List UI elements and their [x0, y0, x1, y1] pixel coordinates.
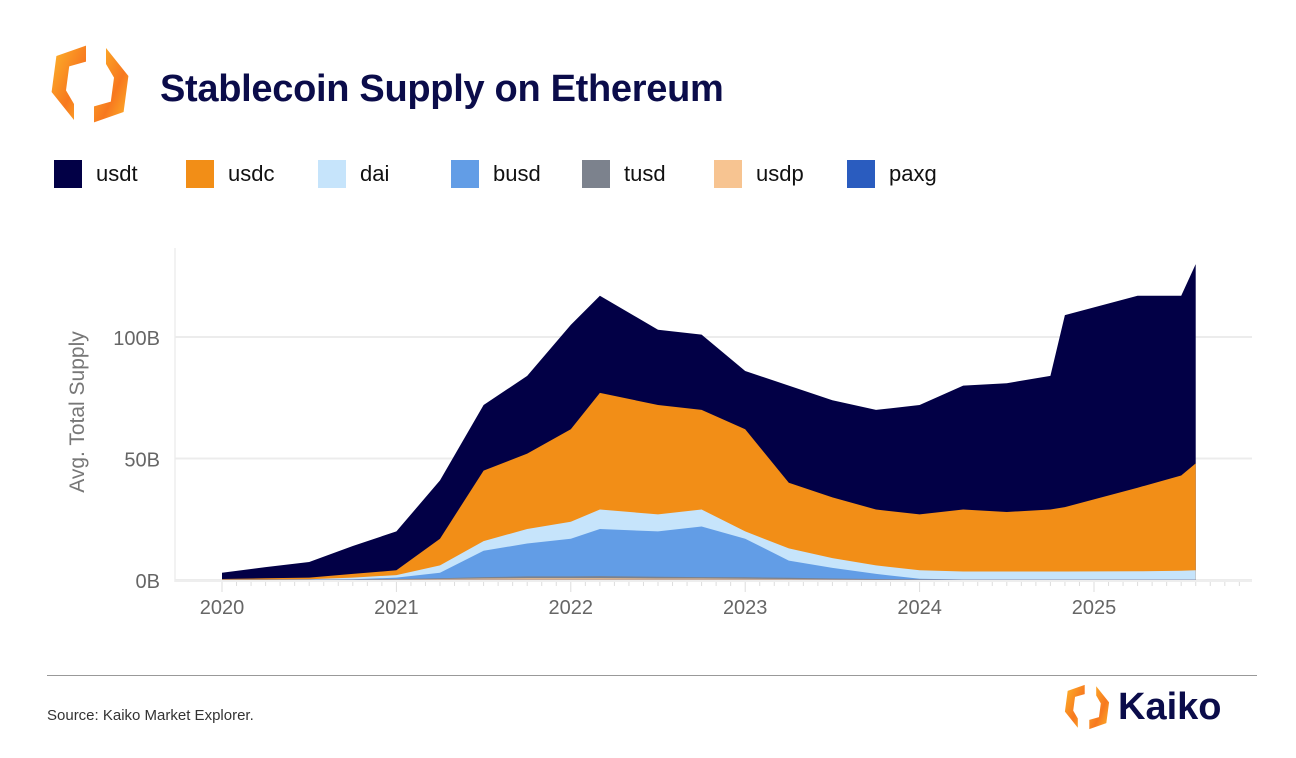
area-usdp	[222, 578, 1196, 580]
kaiko-brand: Kaiko	[1064, 684, 1221, 730]
legend-label: dai	[360, 161, 390, 186]
legend-swatch	[318, 160, 346, 188]
x-tick-label: 2022	[549, 597, 594, 619]
x-tick-label: 2021	[374, 597, 419, 619]
y-axis-title: Avg. Total Supply	[66, 331, 89, 493]
legend-item-usdp: usdp	[714, 160, 804, 188]
x-tick-label: 2025	[1072, 597, 1117, 619]
kaiko-logo-icon	[1064, 684, 1110, 730]
legend-swatch	[186, 160, 214, 188]
legend-label: usdt	[96, 161, 138, 186]
source-note: Source: Kaiko Market Explorer.	[47, 707, 254, 724]
legend-label: usdc	[228, 161, 275, 186]
y-tick-label: 50B	[124, 450, 160, 472]
kaiko-wordmark: Kaiko	[1118, 685, 1222, 728]
footer-divider	[47, 675, 1257, 676]
page-title: Stablecoin Supply on Ethereum	[160, 68, 724, 110]
legend-label: usdp	[756, 161, 804, 186]
stacked-area-chart: 0B 50B 100B Avg. Total Supply 2020 2021 2022 20…	[66, 248, 1252, 619]
legend-item-usdc: usdc	[186, 160, 274, 188]
legend-swatch	[54, 160, 82, 188]
x-tick-label: 2023	[723, 597, 768, 619]
legend-swatch	[451, 160, 479, 188]
legend-label: paxg	[889, 161, 937, 186]
area-usdc	[222, 392, 1196, 580]
y-tick-label: 0B	[136, 571, 160, 593]
legend-label: tusd	[624, 161, 666, 186]
kaiko-logo-icon	[51, 45, 129, 123]
area-busd	[222, 526, 1196, 580]
x-tick-label: 2020	[200, 597, 245, 619]
legend-swatch	[847, 160, 875, 188]
legend-item-busd: busd	[451, 160, 541, 188]
x-tick-label: 2024	[897, 597, 942, 619]
legend-item-paxg: paxg	[847, 160, 937, 188]
legend-swatch	[714, 160, 742, 188]
y-tick-label: 100B	[113, 328, 160, 350]
legend-item-tusd: tusd	[582, 160, 666, 188]
legend-label: busd	[493, 161, 541, 186]
legend-item-dai: dai	[318, 160, 389, 188]
legend-item-usdt: usdt	[54, 160, 138, 188]
legend-swatch	[582, 160, 610, 188]
